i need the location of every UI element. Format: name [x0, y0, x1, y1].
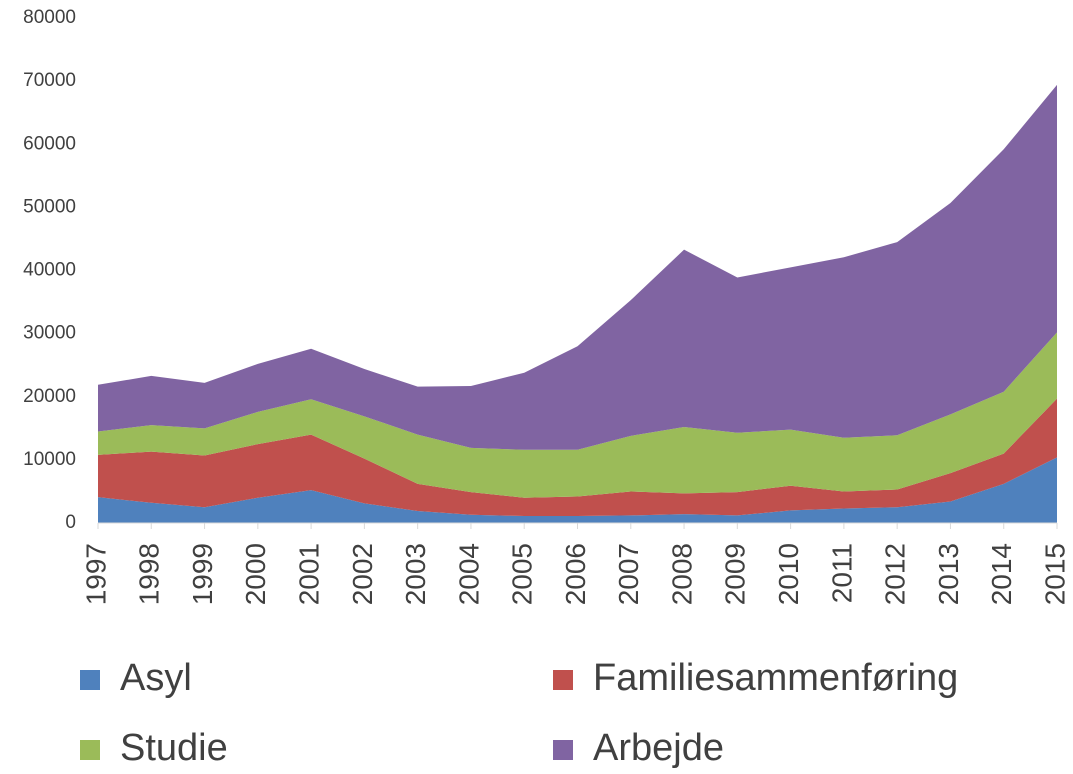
x-tick-label: 2011 [826, 543, 857, 603]
x-tick-label: 2012 [880, 543, 911, 605]
x-tick-label: 2002 [347, 543, 378, 605]
y-tick-label: 20000 [23, 386, 76, 407]
x-tick-label: 1998 [134, 543, 165, 605]
area [98, 457, 1057, 523]
x-tick-label: 2008 [666, 543, 697, 605]
y-tick-label: 80000 [23, 7, 76, 28]
x-tick-label: 2007 [613, 543, 644, 605]
y-tick-label: 40000 [23, 260, 76, 281]
area [98, 332, 1057, 498]
legend-label: Studie [120, 727, 228, 769]
legend-swatch [80, 740, 100, 760]
x-tick-label: 2003 [400, 543, 431, 605]
x-tick-label: 2014 [986, 543, 1017, 605]
legend-label: Familiesammenføring [593, 657, 958, 699]
y-tick-label: 70000 [23, 70, 76, 91]
legend-swatch [80, 670, 100, 690]
x-tick-label: 2009 [720, 543, 751, 605]
legend-swatch [553, 670, 573, 690]
x-tick-label: 2005 [507, 543, 538, 605]
y-tick-label: 50000 [23, 196, 76, 217]
y-tick-label: 10000 [23, 449, 76, 470]
legend-label: Arbejde [593, 727, 724, 769]
x-tick-label: 2000 [240, 543, 271, 605]
legend-label: Asyl [120, 657, 192, 699]
x-tick-label: 2001 [294, 543, 325, 605]
x-tick-label: 2010 [773, 543, 804, 605]
area [98, 84, 1057, 450]
y-tick-label: 0 [65, 512, 76, 533]
x-tick-label: 2004 [453, 543, 484, 605]
y-tick-label: 30000 [23, 323, 76, 344]
x-tick-label: 2015 [1039, 543, 1070, 605]
legend-swatch [553, 740, 573, 760]
y-tick-label: 60000 [23, 133, 76, 154]
area [98, 398, 1057, 517]
x-tick-label: 2013 [933, 543, 964, 605]
x-tick-label: 2006 [560, 543, 591, 605]
x-tick-label: 1997 [80, 543, 111, 605]
x-tick-label: 1999 [187, 543, 218, 605]
